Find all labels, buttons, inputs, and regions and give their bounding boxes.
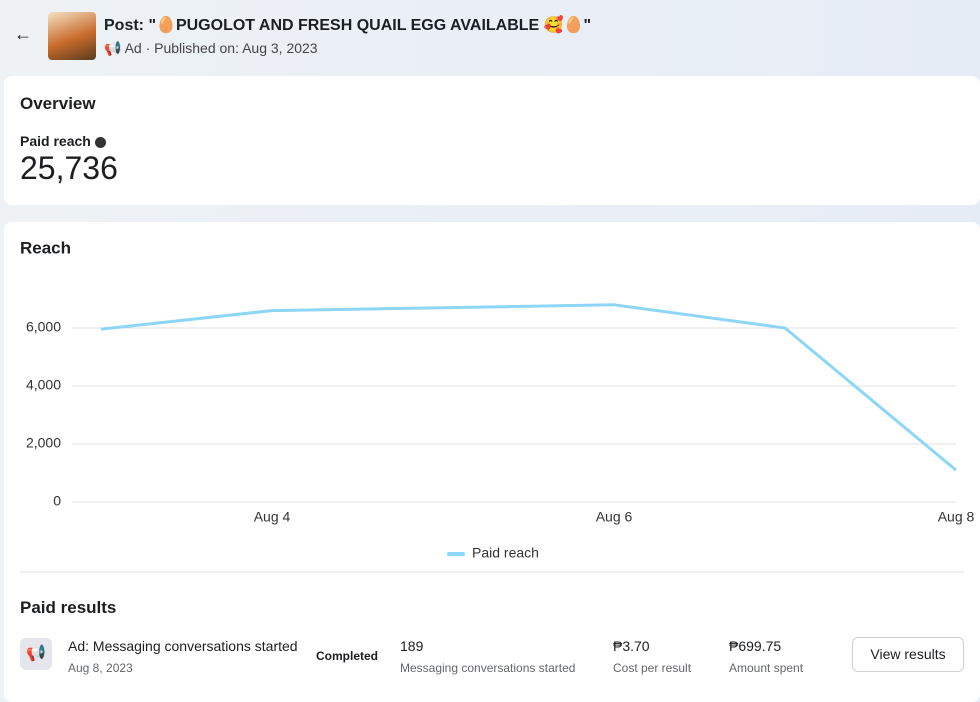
info-icon [94,136,106,148]
legend-label: Paid reach [472,545,539,561]
line [100,303,957,472]
metric-value: 25,736 [20,150,118,186]
reach-chart: Reach 0 2,000 4,000 6,000 Aug 4 Aug 6 Aug 8 Pai… [20,238,975,573]
result-icon: 📢 [20,638,52,670]
result-date: Aug 8, 2023 [68,661,133,675]
y-tick-label: 4,000 [26,377,61,393]
view-results-button[interactable]: View results [852,637,964,672]
metric-label: Paid reach [20,133,106,149]
overview-title: Overview [20,94,96,113]
paid-results-title: Paid results [20,598,117,617]
y-tick-label: 0 [53,493,61,509]
result-status: Completed [316,649,379,663]
x-tick-label: Aug 6 [596,509,633,525]
post-thumbnail [48,12,96,60]
result-name: Ad: Messaging conversations started [68,638,298,654]
results-value: 189 [400,638,424,654]
y-tick-label: 2,000 [26,435,61,451]
megaphone-icon: 📢 [104,40,125,56]
cost-label: Cost per result [613,661,692,675]
chart-title: Reach [20,238,71,257]
metric-label-text: Paid reach [20,133,91,149]
subtitle-text: Ad · Published on: Aug 3, 2023 [124,40,318,56]
overview-card: Overview Paid reach 25,736 [4,76,980,205]
spent-label: Amount spent [729,661,804,675]
cost-value: ₱3.70 [613,638,650,654]
post-subtitle: 📢 Ad · Published on: Aug 3, 2023 [104,40,318,57]
spent-value: ₱699.75 [729,638,782,654]
x-tick-label: Aug 4 [254,509,291,525]
back-button[interactable]: ← [14,24,32,44]
x-tick-label: Aug 8 [938,509,975,525]
y-tick-label: 6,000 [26,319,61,335]
post-title: Post: "🥚PUGOLOT AND FRESH QUAIL EGG AVAI… [104,17,592,34]
reach-card [4,222,980,702]
results-label: Messaging conversations started [400,661,576,675]
